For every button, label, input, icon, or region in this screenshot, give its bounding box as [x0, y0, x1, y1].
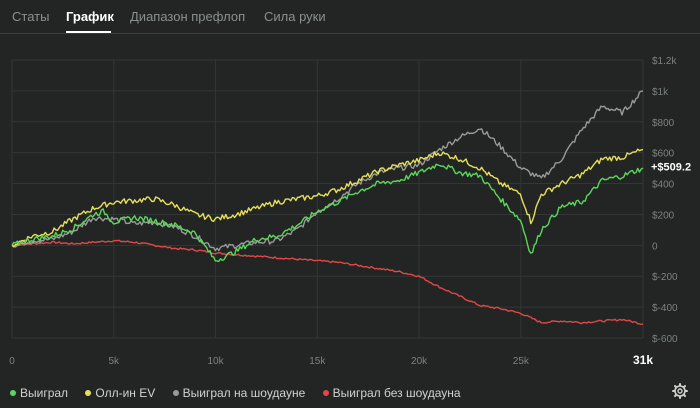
legend-dot-allin-ev: [85, 390, 92, 396]
y-tick-label: $600: [652, 149, 675, 160]
legend-item-showdown[interactable]: Выиграл на шоудауне: [172, 386, 306, 400]
gear-icon[interactable]: [672, 383, 688, 399]
y-tick-label: $1k: [652, 87, 669, 98]
x-tick-label: 25k: [513, 356, 530, 367]
tab-graph[interactable]: График: [66, 9, 114, 24]
x-tick-label: 0: [9, 356, 15, 367]
y-tick-label: $-200: [652, 272, 678, 283]
chart-legend: Выиграл Олл-ин EV Выиграл на шоудауне Вы…: [10, 386, 475, 400]
y-tick-label: $-400: [652, 303, 678, 314]
y-tick-label: $800: [652, 118, 675, 129]
legend-label-allin-ev: Олл-ин EV: [95, 386, 156, 400]
tab-hand-strength[interactable]: Сила руки: [264, 9, 326, 24]
x-tick-label: 10k: [207, 356, 224, 367]
legend-item-allin-ev[interactable]: Олл-ин EV: [85, 386, 155, 400]
current-value-label: +$509.2: [651, 162, 691, 174]
series-line: [11, 239, 644, 326]
legend-dot-showdown: [172, 390, 179, 396]
legend-item-non-showdown[interactable]: Выиграл без шоудауна: [322, 386, 461, 400]
legend-label-non-showdown: Выиграл без шоудауна: [332, 386, 461, 400]
tab-bar: Статы График Диапазон префлоп Сила руки: [0, 0, 700, 34]
x-tick-label: 15k: [309, 356, 326, 367]
tab-stats[interactable]: Статы: [12, 9, 50, 24]
y-tick-label: $-600: [652, 334, 678, 345]
y-tick-label: $400: [652, 180, 675, 191]
tab-preflop-range[interactable]: Диапазон префлоп: [130, 9, 246, 24]
legend-label-won: Выиграл: [20, 386, 69, 400]
legend-dot-won: [10, 390, 16, 396]
x-tick-label: 5k: [108, 356, 120, 367]
x-tick-label: 31k: [633, 353, 653, 367]
active-tab-indicator: [66, 31, 111, 33]
series-line: [11, 163, 644, 263]
series-line: [11, 90, 644, 252]
x-tick-label: 20k: [411, 356, 428, 367]
series-line: [11, 148, 644, 248]
y-tick-label: 0: [652, 241, 658, 252]
legend-item-won[interactable]: Выиграл: [10, 386, 68, 400]
legend-dot-non-showdown: [322, 390, 329, 396]
y-tick-label: $1.2k: [652, 56, 677, 67]
legend-label-showdown: Выиграл на шоудауне: [182, 386, 306, 400]
y-tick-label: $200: [652, 210, 675, 221]
profit-chart: $1.2k $1k $800 $600 $400 $200 0 $-200 $-400 $-600…: [9, 56, 691, 367]
